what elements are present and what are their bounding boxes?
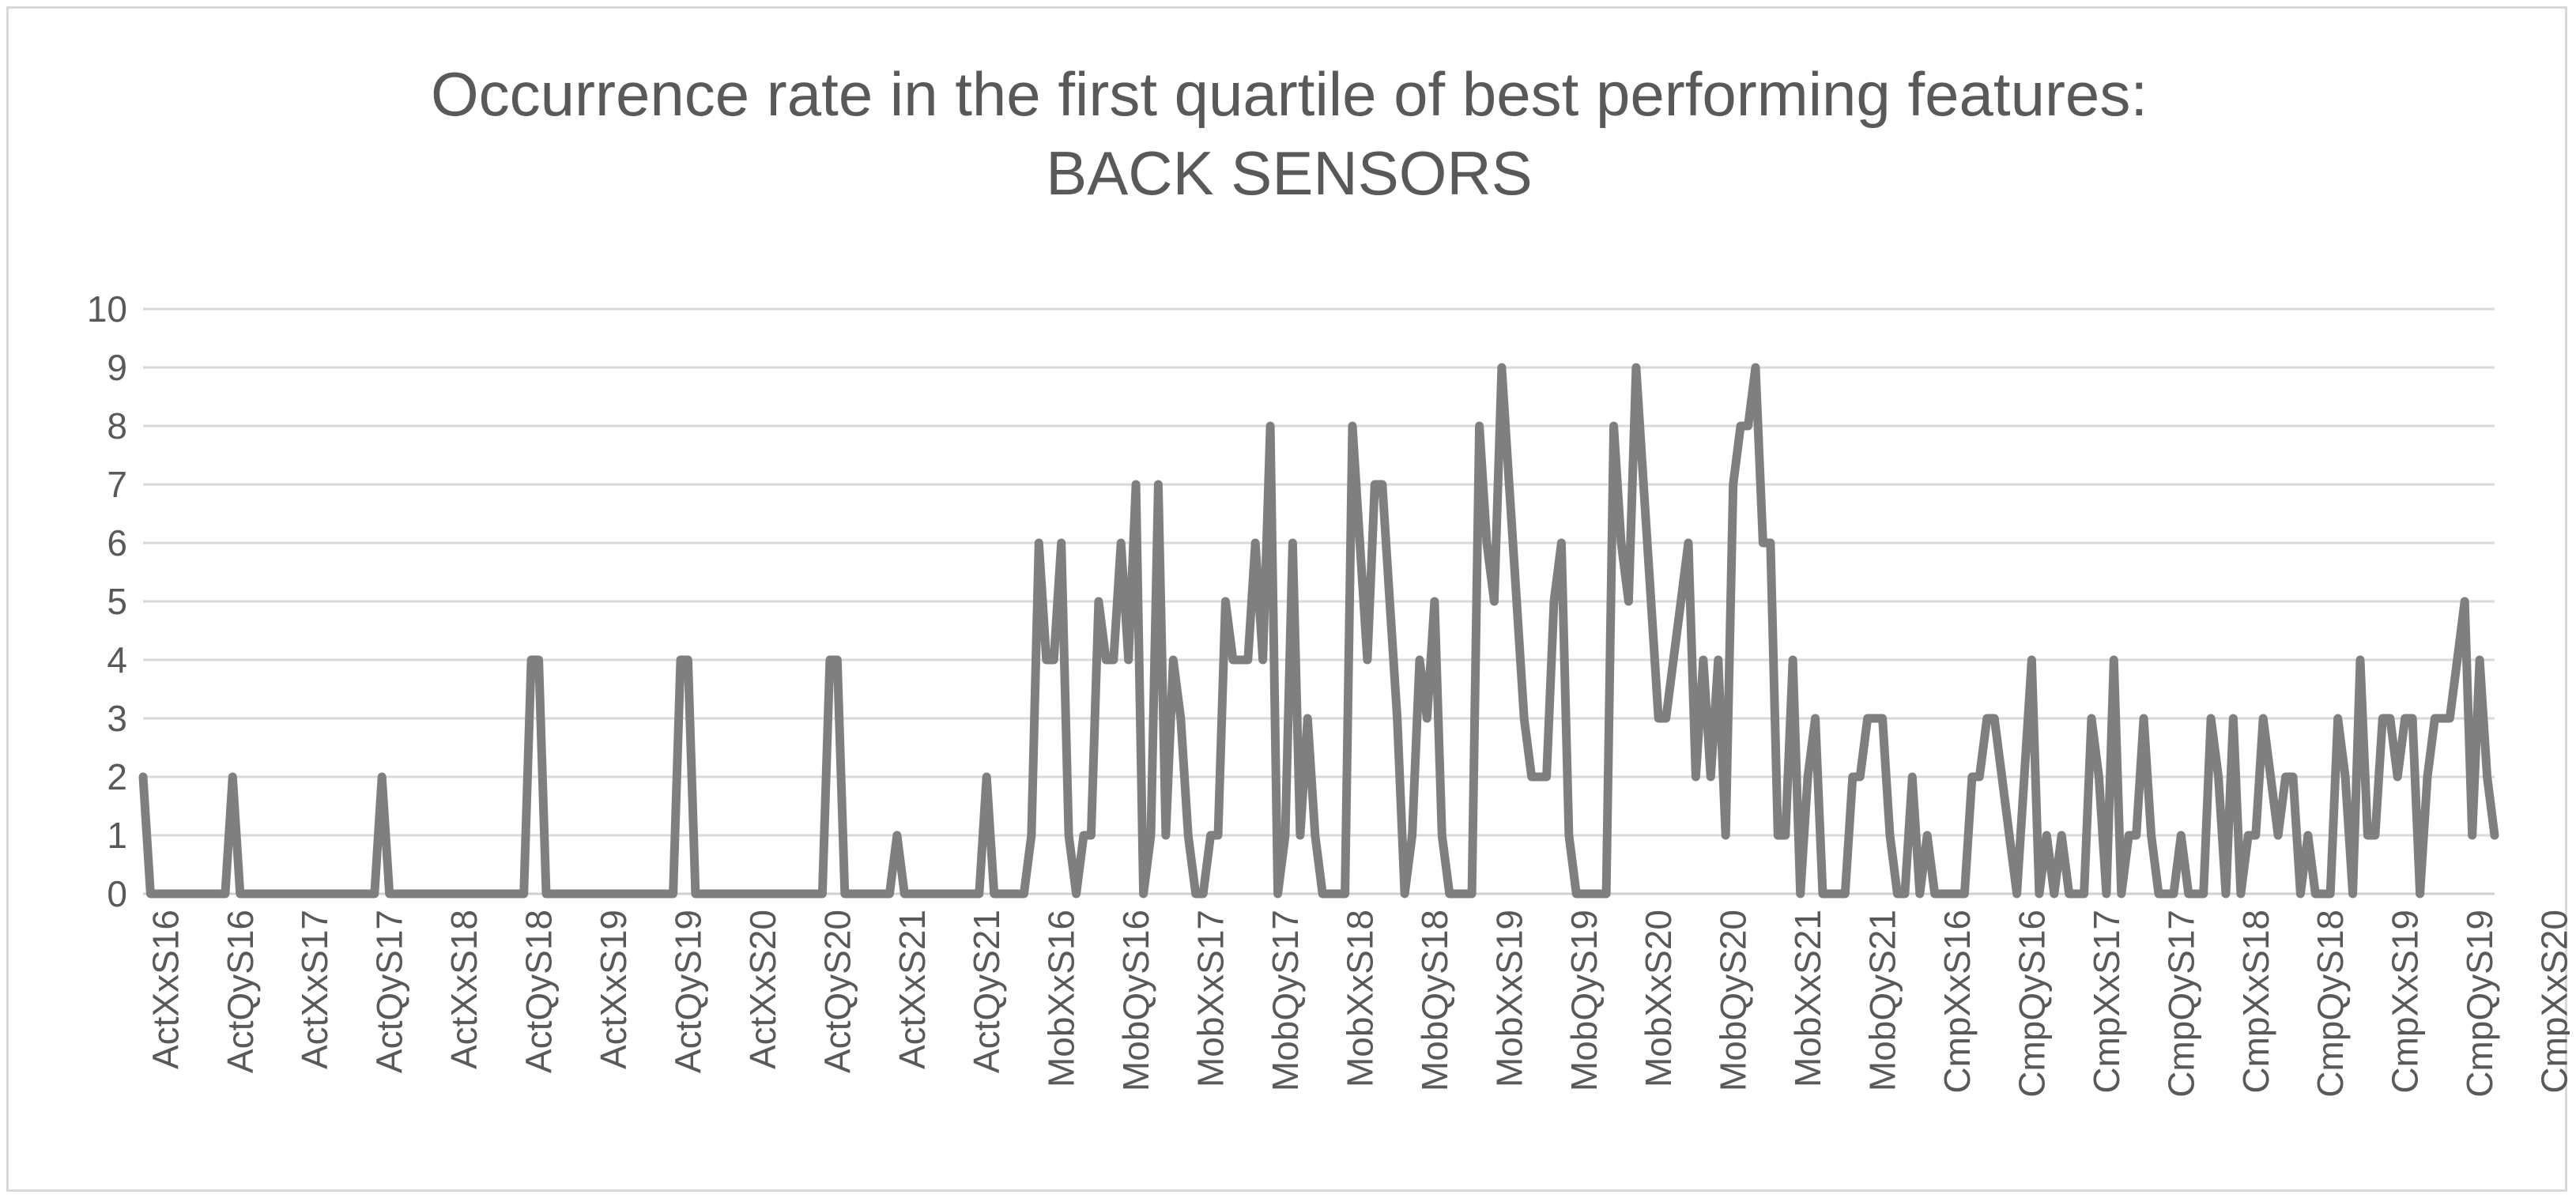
x-tick-label: MobQyS20 — [1713, 910, 1754, 1091]
y-tick-label: 10 — [87, 288, 127, 330]
x-tick-label: CmpQyS16 — [2011, 910, 2052, 1098]
x-tick-label: MobQyS21 — [1862, 910, 1903, 1091]
x-tick-label: ActQyS21 — [966, 910, 1007, 1073]
gridlines — [143, 307, 2495, 895]
x-tick-label: MobQyS16 — [1115, 910, 1156, 1091]
x-tick-label: CmpXxS17 — [2086, 910, 2127, 1094]
x-tick-label: CmpQyS19 — [2459, 910, 2500, 1098]
y-tick-label: 0 — [107, 873, 127, 914]
y-tick-label: 3 — [107, 698, 127, 739]
x-tick-label: MobXxS19 — [1488, 910, 1529, 1087]
x-tick-label: ActXxS16 — [145, 910, 186, 1069]
y-tick-label: 1 — [107, 815, 127, 856]
chart-svg: Occurrence rate in the first quartile of… — [87, 59, 2570, 1098]
y-tick-label: 5 — [107, 581, 127, 622]
x-tick-label: MobXxS16 — [1041, 910, 1082, 1087]
x-tick-label: MobXxS17 — [1190, 910, 1231, 1087]
x-tick-label: MobXxS18 — [1339, 910, 1380, 1087]
x-tick-label: ActQyS16 — [220, 910, 261, 1073]
x-tick-label: ActXxS21 — [892, 910, 933, 1069]
x-axis-ticks: ActXxS16 ActQyS16 ActXxS17 ActQyS17 ActXxS18… — [145, 910, 2570, 1098]
x-tick-label: ActQyS20 — [817, 910, 858, 1073]
x-tick-label: ActQyS18 — [519, 910, 560, 1073]
chart-title: Occurrence rate in the first quartile of… — [431, 59, 2148, 129]
chart-subtitle: BACK SENSORS — [1046, 138, 1533, 208]
y-tick-label: 7 — [107, 464, 127, 505]
x-tick-label: CmpXxS19 — [2385, 910, 2426, 1094]
y-tick-label: 2 — [107, 756, 127, 797]
x-tick-label: ActQyS19 — [667, 910, 708, 1073]
x-tick-label: ActXxS17 — [294, 910, 335, 1069]
y-tick-label: 4 — [107, 639, 127, 680]
x-tick-label: CmpQyS17 — [2160, 910, 2201, 1098]
x-tick-label: MobQyS19 — [1563, 910, 1605, 1091]
chart-frame: Occurrence rate in the first quartile of… — [6, 6, 2570, 1192]
x-tick-label: CmpXxS18 — [2235, 910, 2276, 1094]
y-axis-ticks: 0 1 2 3 4 5 6 7 8 9 10 — [87, 288, 127, 914]
x-tick-label: CmpXxS16 — [1937, 910, 1978, 1094]
x-tick-label: MobQyS18 — [1414, 910, 1455, 1091]
x-tick-label: ActQyS17 — [369, 910, 410, 1073]
x-tick-label: MobXxS20 — [1638, 910, 1679, 1087]
x-tick-label: ActXxS20 — [742, 910, 783, 1069]
x-tick-label: CmpQyS18 — [2310, 910, 2351, 1098]
x-tick-label: ActXxS18 — [443, 910, 485, 1069]
x-tick-label: MobXxS21 — [1787, 910, 1828, 1087]
y-tick-label: 9 — [107, 347, 127, 388]
x-tick-label: CmpXxS20 — [2534, 910, 2570, 1094]
series-line — [138, 363, 2499, 899]
y-tick-label: 8 — [107, 405, 127, 447]
x-tick-label: MobQyS17 — [1265, 910, 1306, 1091]
y-tick-label: 6 — [107, 522, 127, 563]
x-tick-label: ActXxS19 — [593, 910, 634, 1069]
